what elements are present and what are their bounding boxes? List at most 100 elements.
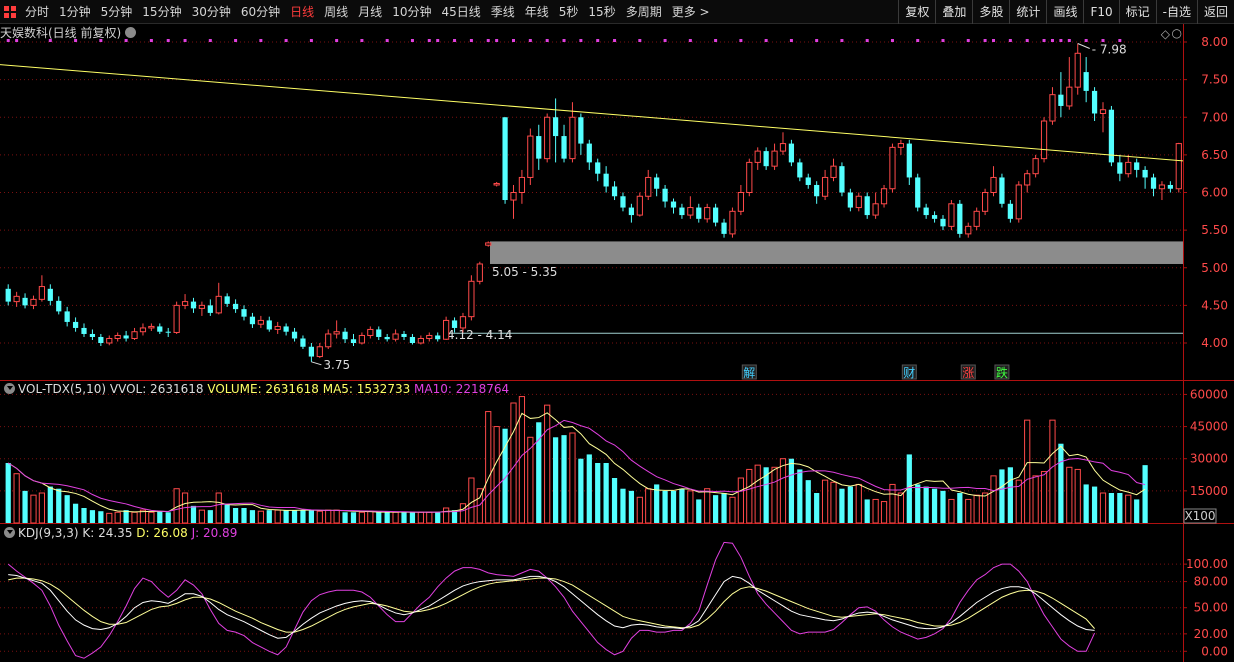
candle-body xyxy=(527,135,534,178)
period-tab[interactable]: 1分钟 xyxy=(59,5,91,19)
volume-bar xyxy=(797,469,803,523)
period-tab[interactable]: 45日线 xyxy=(441,5,481,19)
volume-bar xyxy=(771,466,778,524)
candle-body xyxy=(443,319,450,340)
signal-dot xyxy=(1042,39,1046,42)
event-marker: 解 xyxy=(743,366,755,380)
kdj-d-line xyxy=(8,577,1095,633)
volume-bar xyxy=(38,492,46,524)
candle-body xyxy=(1083,72,1089,91)
candle-body xyxy=(165,331,171,333)
volume-bar xyxy=(459,503,467,524)
action-button[interactable]: -自选 xyxy=(1155,0,1197,24)
kdj-tick-label: 100.00 xyxy=(1186,557,1228,571)
period-tab[interactable]: 分时 xyxy=(25,5,50,19)
kdj-tick-label: 50.00 xyxy=(1194,601,1228,615)
signal-dot xyxy=(739,39,743,42)
event-marker-box xyxy=(741,364,757,380)
candle-body xyxy=(620,196,626,208)
signal-dot xyxy=(764,39,768,42)
candle-body xyxy=(106,337,113,344)
action-button[interactable]: 叠加 xyxy=(935,0,972,24)
action-button[interactable]: 统计 xyxy=(1009,0,1046,24)
period-tab[interactable]: 15分钟 xyxy=(142,5,182,19)
candle-body xyxy=(1049,94,1056,122)
candle-body xyxy=(1032,158,1039,175)
candle-body xyxy=(889,146,896,190)
volume-bar xyxy=(595,463,601,523)
volume-tick-label: 15000 xyxy=(1190,484,1228,498)
volume-bar xyxy=(1142,465,1148,523)
candle-body xyxy=(224,296,230,304)
grid-menu-icon[interactable] xyxy=(4,5,16,18)
volume-bar xyxy=(696,499,702,523)
price-zone xyxy=(490,241,1183,264)
volume-bar xyxy=(333,509,340,524)
kdj-menu-icon[interactable] xyxy=(4,527,15,538)
volume-menu-icon[interactable] xyxy=(4,383,15,394)
volume-bar xyxy=(72,503,79,523)
volume-bar xyxy=(880,501,888,524)
price-tick-label: 8.00 xyxy=(1201,35,1228,49)
volume-bar xyxy=(350,512,357,523)
signal-dot xyxy=(528,39,532,42)
volume-bar xyxy=(957,493,963,523)
period-tab[interactable]: 月线 xyxy=(358,5,383,19)
action-button[interactable]: 画线 xyxy=(1046,0,1083,24)
period-tab[interactable]: 5秒 xyxy=(558,5,579,19)
volume-bar xyxy=(779,458,787,524)
low-pointer xyxy=(311,361,322,366)
candle-body xyxy=(586,143,592,163)
period-tab[interactable]: 日线 xyxy=(290,5,315,19)
action-button[interactable]: 标记 xyxy=(1118,0,1156,24)
volume-bar xyxy=(670,490,677,523)
candle-body xyxy=(157,326,163,332)
candle-body xyxy=(654,177,660,189)
period-tab[interactable]: 年线 xyxy=(524,5,549,19)
volume-bar xyxy=(443,507,450,524)
candle-body xyxy=(721,222,727,234)
volume-bar xyxy=(249,510,256,523)
diamond-icon[interactable]: ◇ xyxy=(1160,27,1170,41)
volume-bar xyxy=(106,512,113,524)
candle-body xyxy=(1099,109,1107,114)
event-marker: 跌 xyxy=(996,365,1008,380)
period-tab[interactable]: 60分钟 xyxy=(240,5,281,19)
signal-dot xyxy=(259,39,263,42)
volume-bar xyxy=(948,498,955,524)
volume-bar xyxy=(847,486,853,523)
circle-icon[interactable]: ○ xyxy=(1171,26,1182,40)
period-tab[interactable]: 5分钟 xyxy=(100,5,133,19)
candle-body xyxy=(476,263,483,282)
event-marker: 涨 xyxy=(962,365,974,380)
candle-body xyxy=(114,334,121,339)
volume-bar xyxy=(13,473,20,524)
signal-dot xyxy=(840,39,844,42)
volume-bar xyxy=(1117,493,1123,523)
action-button[interactable]: 返回 xyxy=(1196,0,1234,24)
volume-bar xyxy=(47,486,53,523)
candle-body xyxy=(72,321,79,328)
period-tab[interactable]: 季线 xyxy=(490,5,515,19)
volume-bar xyxy=(5,463,11,523)
period-tab[interactable]: 10分钟 xyxy=(392,5,432,19)
event-marker-box xyxy=(960,364,976,380)
signal-dot xyxy=(486,39,490,42)
volume-bar xyxy=(999,469,1005,523)
action-button[interactable]: F10 xyxy=(1083,0,1118,24)
candle-body xyxy=(181,301,189,306)
candle-body xyxy=(30,298,37,306)
signal-dot xyxy=(714,39,718,42)
candle-body xyxy=(981,192,989,212)
action-button[interactable]: 多股 xyxy=(972,0,1009,24)
action-button[interactable]: 复权 xyxy=(898,0,935,24)
period-tab[interactable]: 更多 > xyxy=(671,5,710,19)
volume-bar xyxy=(1032,475,1039,524)
period-tab[interactable]: 30分钟 xyxy=(191,5,231,19)
period-tab[interactable]: 多周期 xyxy=(625,5,662,19)
signal-dot xyxy=(916,39,920,42)
period-tab[interactable]: 周线 xyxy=(324,5,349,19)
settings-circle-icon[interactable] xyxy=(125,27,137,38)
candle-body xyxy=(1091,90,1098,114)
period-tab[interactable]: 15秒 xyxy=(588,5,616,19)
